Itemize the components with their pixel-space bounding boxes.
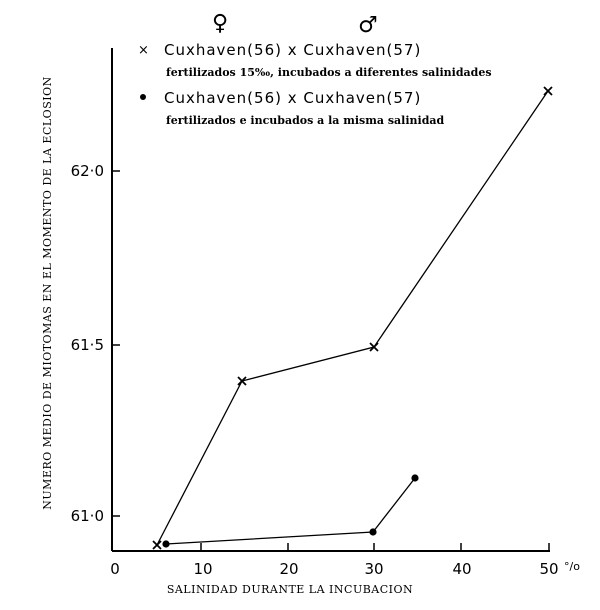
male-symbol-icon: ♂ [358, 13, 378, 38]
x-tick-label: 20 [279, 560, 298, 578]
x-marker [543, 86, 553, 96]
dot-marker [411, 474, 419, 482]
x-marker [369, 342, 379, 352]
y-tick-label: 61·5 [71, 336, 104, 354]
dot-marker [162, 540, 170, 548]
y-axis-title: NUMERO MEDIO DE MIOTOMAS EN EL MOMENTO D… [41, 76, 54, 509]
legend-sub-label: fertilizados 15‰, incubados a diferentes… [166, 66, 492, 79]
female-symbol-icon: ♀ [212, 11, 228, 36]
x-tick-label: 30 [364, 560, 383, 578]
y-tick-label: 61·0 [71, 507, 104, 525]
x-ticks: 0 10 20 30 40 50 °/o [110, 543, 580, 578]
legend-label: Cuxhaven(56) x Cuxhaven(57) [164, 41, 421, 59]
series-same-salinity [162, 474, 419, 548]
series-fertilized-15 [152, 86, 553, 550]
x-marker [152, 540, 162, 550]
y-ticks: 61·0 61·5 62·0 [71, 162, 120, 525]
legend-label: Cuxhaven(56) x Cuxhaven(57) [164, 89, 421, 107]
x-tick-label: 40 [452, 560, 471, 578]
legend: ♀ ♂ × Cuxhaven(56) x Cuxhaven(57) fertil… [138, 11, 492, 127]
y-tick-label: 62·0 [71, 162, 104, 180]
legend-sub-label: fertilizados e incubados a la misma sali… [166, 114, 445, 127]
x-tick-label: 10 [193, 560, 212, 578]
x-tick-label: 50 [539, 560, 558, 578]
x-unit-label: °/o [564, 560, 580, 573]
x-marker [237, 376, 247, 386]
legend-marker-dot [140, 94, 146, 100]
legend-marker-x: × [138, 43, 150, 58]
x-axis-title: SALINIDAD DURANTE LA INCUBACION [167, 583, 413, 596]
x-tick-label: 0 [110, 560, 120, 578]
dot-marker [369, 528, 377, 536]
